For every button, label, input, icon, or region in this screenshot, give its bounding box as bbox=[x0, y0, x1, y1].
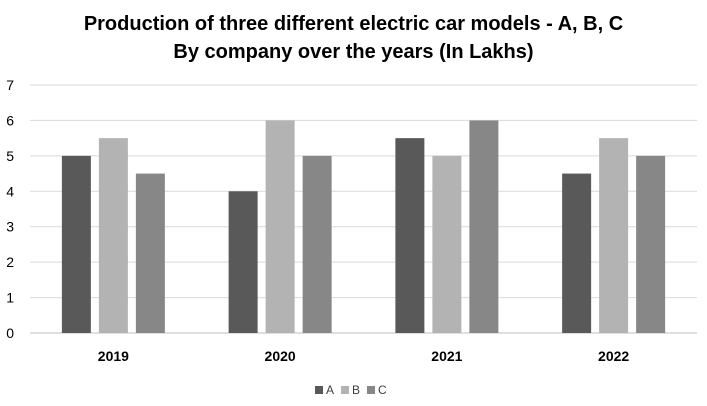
bar-C-2020 bbox=[302, 155, 332, 333]
bar-A-2019 bbox=[61, 155, 91, 333]
chart-title: Production of three different electric c… bbox=[83, 13, 624, 35]
bar-A-2020 bbox=[228, 191, 258, 333]
bar-B-2020 bbox=[265, 120, 295, 333]
bar-B-2019 bbox=[98, 138, 128, 333]
x-tick-label: 2020 bbox=[265, 348, 296, 364]
y-tick-label: 7 bbox=[6, 77, 14, 93]
y-tick-label: 1 bbox=[6, 290, 14, 306]
y-tick-label: 6 bbox=[6, 112, 14, 128]
bar-B-2022 bbox=[599, 138, 629, 333]
y-tick-label: 3 bbox=[6, 219, 14, 235]
bar-C-2019 bbox=[135, 173, 165, 333]
chart-subtitle: By company over the years (In Lakhs) bbox=[173, 41, 534, 63]
x-tick-label: 2022 bbox=[598, 348, 629, 364]
bar-B-2021 bbox=[432, 155, 462, 333]
legend-swatch-B bbox=[341, 386, 349, 394]
legend-label-B: B bbox=[352, 383, 360, 397]
legend-swatch-C bbox=[367, 386, 375, 394]
legend-swatch-A bbox=[315, 386, 323, 394]
y-tick-label: 5 bbox=[6, 148, 14, 164]
legend-label-A: A bbox=[326, 383, 334, 397]
y-tick-label: 4 bbox=[6, 183, 14, 199]
bar-A-2021 bbox=[395, 138, 425, 333]
y-tick-label: 0 bbox=[6, 325, 14, 341]
x-tick-label: 2019 bbox=[98, 348, 129, 364]
legend-label-C: C bbox=[378, 383, 387, 397]
y-tick-label: 2 bbox=[6, 254, 14, 270]
x-tick-label: 2021 bbox=[431, 348, 462, 364]
bar-A-2022 bbox=[562, 173, 592, 333]
bar-C-2021 bbox=[469, 120, 499, 333]
bar-C-2022 bbox=[636, 155, 666, 333]
